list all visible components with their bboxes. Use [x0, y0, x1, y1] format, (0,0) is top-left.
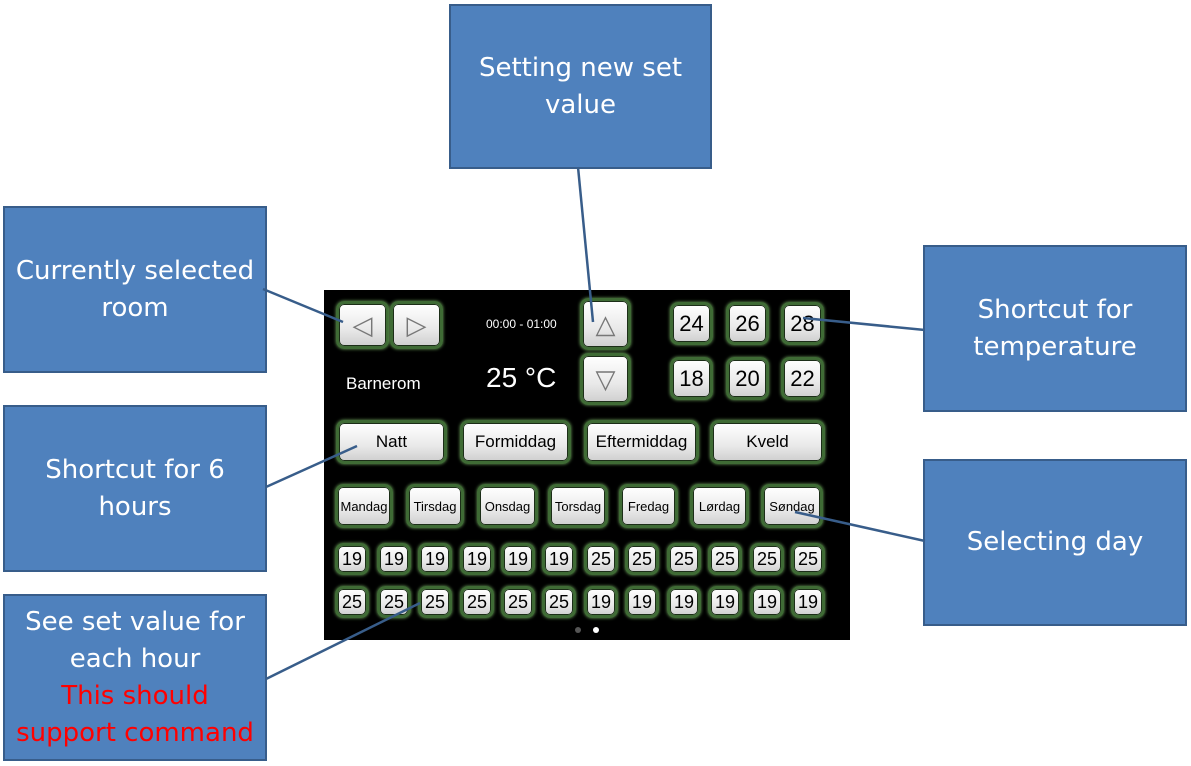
time-range-label: 00:00 - 01:00: [486, 317, 557, 331]
hour-value-button[interactable]: 25: [460, 586, 494, 618]
callout-text-line: temperature: [973, 331, 1137, 362]
callout-text-line: hours: [98, 491, 172, 522]
hour-value-button[interactable]: 25: [750, 543, 784, 575]
callout-selecting-day: Selecting day: [923, 459, 1187, 626]
hour-value-button[interactable]: 19: [667, 586, 701, 618]
hour-value-button[interactable]: 19: [377, 543, 411, 575]
callout-text-line: room: [101, 292, 169, 323]
current-temperature: 25 °C: [486, 362, 557, 393]
right-arrow-icon: ▷: [406, 309, 427, 340]
hour-value-button[interactable]: 19: [791, 586, 825, 618]
hour-value-button[interactable]: 25: [542, 586, 576, 618]
thermostat-panel: ◁ ▷ 00:00 - 01:00 Barnerom 25 °C △ ▽ 24 …: [324, 290, 850, 640]
day-torsdag-button[interactable]: Torsdag: [548, 484, 608, 528]
hour-value-button[interactable]: 25: [377, 586, 411, 618]
day-tirsdag-button[interactable]: Tirsdag: [406, 484, 464, 528]
next-room-button[interactable]: ▷: [390, 301, 443, 349]
hour-value-button[interactable]: 19: [542, 543, 576, 575]
up-arrow-icon: △: [595, 308, 616, 339]
hour-value-button[interactable]: 25: [501, 586, 535, 618]
hour-value-button[interactable]: 19: [460, 543, 494, 575]
callout-text-line: Shortcut for: [977, 294, 1133, 325]
callout-hour-value: See set value for each hour This should …: [3, 594, 267, 761]
temp-shortcut-button[interactable]: 26: [726, 302, 769, 345]
callout-text-line: See set value for: [25, 606, 245, 637]
hour-value-button[interactable]: 19: [750, 586, 784, 618]
callout-setting-new-value: Setting new set value: [449, 4, 712, 169]
callout-text-line: Currently selected: [15, 255, 255, 286]
callout-hours-shortcut: Shortcut for 6 hours: [3, 405, 267, 572]
hour-value-button[interactable]: 25: [708, 543, 742, 575]
temp-shortcut-button[interactable]: 22: [781, 357, 824, 400]
temp-shortcut-button[interactable]: 28: [781, 302, 824, 345]
hour-value-button[interactable]: 19: [501, 543, 535, 575]
period-natt-button[interactable]: Natt: [336, 420, 447, 464]
hour-value-button[interactable]: 25: [418, 586, 452, 618]
previous-room-button[interactable]: ◁: [336, 301, 389, 349]
callout-text-line: Shortcut for 6: [45, 454, 225, 485]
callout-text-line: Setting new set: [478, 52, 683, 83]
callout-temperature-shortcut: Shortcut for temperature: [923, 245, 1187, 412]
hour-value-button[interactable]: 25: [584, 543, 618, 575]
callout-text-line: Selecting day: [966, 527, 1144, 557]
hour-value-button[interactable]: 19: [708, 586, 742, 618]
day-mandag-button[interactable]: Mandag: [335, 484, 393, 528]
hour-value-button[interactable]: 19: [625, 586, 659, 618]
hour-value-button[interactable]: 25: [335, 586, 369, 618]
callout-selected-room: Currently selected room: [3, 206, 267, 373]
decrease-setpoint-button[interactable]: ▽: [580, 353, 631, 405]
hour-value-button[interactable]: 19: [335, 543, 369, 575]
callout-note-line: This should: [61, 680, 209, 711]
hour-value-button[interactable]: 25: [625, 543, 659, 575]
down-arrow-icon: ▽: [595, 363, 616, 394]
left-arrow-icon: ◁: [352, 309, 373, 340]
period-kveld-button[interactable]: Kveld: [710, 420, 825, 464]
day-fredag-button[interactable]: Fredag: [619, 484, 678, 528]
hour-value-button[interactable]: 25: [791, 543, 825, 575]
room-name: Barnerom: [346, 374, 421, 393]
temp-shortcut-button[interactable]: 20: [726, 357, 769, 400]
callout-text-line: value: [544, 89, 617, 120]
period-eftermiddag-button[interactable]: Eftermiddag: [584, 420, 699, 464]
hour-value-button[interactable]: 19: [584, 586, 618, 618]
day-lordag-button[interactable]: Lørdag: [690, 484, 749, 528]
increase-setpoint-button[interactable]: △: [580, 298, 631, 350]
period-formiddag-button[interactable]: Formiddag: [460, 420, 571, 464]
page-dot-active[interactable]: [593, 627, 599, 633]
hour-value-button[interactable]: 25: [667, 543, 701, 575]
day-sondag-button[interactable]: Søndag: [761, 484, 823, 528]
hour-value-button[interactable]: 19: [418, 543, 452, 575]
temp-shortcut-button[interactable]: 18: [670, 357, 713, 400]
callout-note-line: support command: [16, 717, 254, 748]
day-onsdag-button[interactable]: Onsdag: [477, 484, 538, 528]
temp-shortcut-button[interactable]: 24: [670, 302, 713, 345]
callout-text-line: each hour: [69, 643, 201, 674]
page-dot[interactable]: [575, 627, 581, 633]
